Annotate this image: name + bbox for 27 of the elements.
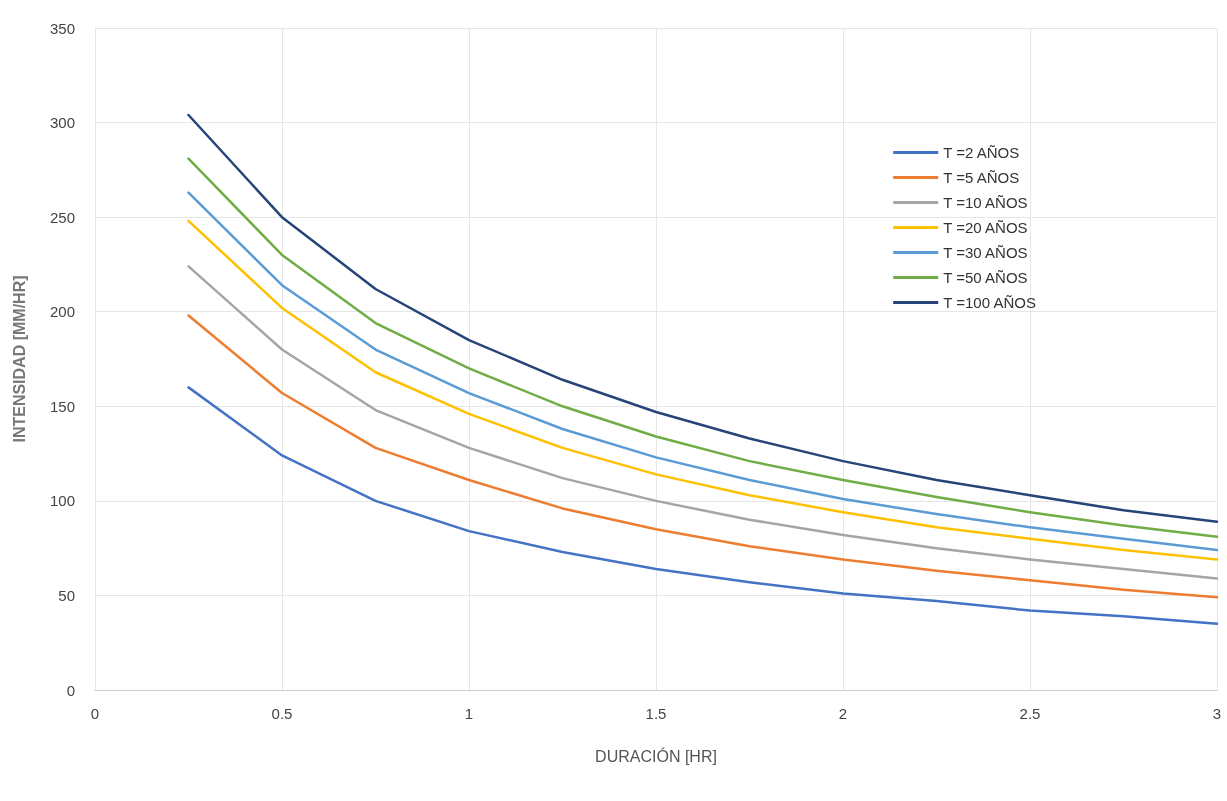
y-tick-label: 100	[49, 492, 75, 510]
x-axis-title: DURACIÓN [HR]	[595, 746, 717, 765]
line-series	[187, 386, 1219, 626]
legend-label: T =30 AÑOS	[943, 244, 1028, 261]
legend-label: T =20 AÑOS	[943, 219, 1028, 236]
x-tick-label: 2	[838, 705, 848, 722]
y-tick-label: 150	[49, 397, 75, 415]
legend-label: T =5 AÑOS	[943, 169, 1020, 186]
line-series	[187, 314, 1219, 599]
line-series	[187, 265, 1219, 580]
y-tick-label: 0	[66, 681, 75, 699]
y-tick-label: 300	[49, 114, 75, 132]
x-tick-label: 1	[464, 705, 474, 722]
legend-label: T =10 AÑOS	[943, 194, 1028, 211]
y-tick-label: 50	[58, 586, 75, 604]
y-tick-label: 250	[49, 208, 75, 226]
legend-label: T =50 AÑOS	[943, 269, 1028, 286]
y-axis-title: INTENSIDAD [MM/HR]	[10, 275, 28, 443]
x-tick-label: 0	[90, 705, 100, 722]
x-tick-label: 3	[1212, 705, 1222, 722]
y-tick-label: 200	[49, 303, 75, 321]
x-tick-label: 2.5	[1019, 705, 1041, 722]
legend-label: T =100 AÑOS	[943, 294, 1036, 311]
x-tick-label: 0.5	[271, 705, 293, 722]
y-tick-label: 350	[49, 19, 75, 37]
x-tick-label: 1.5	[645, 705, 667, 722]
legend-label: T =2 AÑOS	[943, 144, 1020, 161]
